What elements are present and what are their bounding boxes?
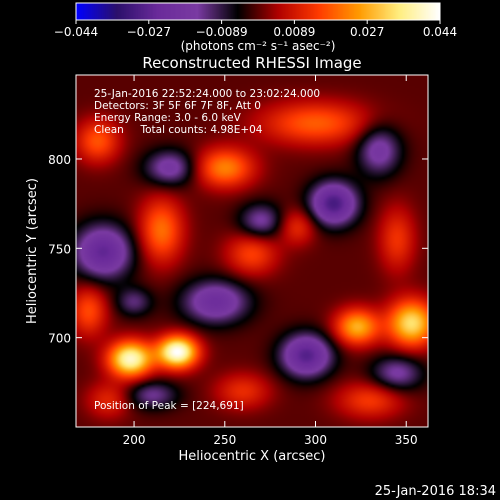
y-tick-label: 700 (48, 332, 71, 346)
heatmap-image (76, 75, 428, 427)
colorbar-tick-label: −0.027 (127, 25, 171, 39)
annotation-detectors: Detectors: 3F 5F 6F 7F 8F, Att 0 (94, 100, 261, 112)
footer-timestamp: 25-Jan-2016 18:34 (375, 484, 496, 499)
annotation-clean-counts: Clean Total counts: 4.98E+04 (94, 124, 263, 136)
x-tick-label: 350 (395, 433, 418, 447)
y-tick-label: 750 (48, 242, 71, 256)
x-tick-label: 250 (213, 433, 236, 447)
x-axis-label: Heliocentric X (arcsec) (179, 449, 326, 464)
chart-title: Reconstructed RHESSI Image (142, 54, 361, 72)
y-axis-label: Heliocentric Y (arcsec) (25, 178, 40, 324)
colorbar-tick-label: 0.044 (423, 25, 457, 39)
x-axis-ticks: 200 250 300 350 (123, 75, 418, 447)
annotation-energy-range: Energy Range: 3.0 - 6.0 keV (94, 112, 242, 124)
colorbar-tick-label: −0.0089 (196, 25, 248, 39)
annotation-time-range: 25-Jan-2016 22:52:24.000 to 23:02:24.000 (94, 88, 320, 100)
colorbar-tick-label: 0.027 (350, 25, 384, 39)
plot-area: 200 250 300 350 700 750 800 25-Jan-2016 22:52… (48, 74, 429, 447)
colorbar-tick-label: 0.0089 (273, 25, 315, 39)
colorbar-tick-label: −0.044 (54, 25, 98, 39)
y-axis-ticks: 700 750 800 (48, 153, 428, 346)
colorbar-gradient (76, 3, 440, 20)
peak-position-label: Position of Peak = [224,691] (94, 400, 244, 412)
colorbar-unit-label: (photons cm⁻² s⁻¹ asec⁻²) (181, 39, 336, 53)
y-tick-label: 800 (48, 153, 71, 167)
plot-frame (75, 74, 429, 428)
x-tick-label: 300 (304, 433, 327, 447)
colorbar-frame (75, 2, 441, 21)
colorbar: −0.044 −0.027 −0.0089 0.0089 0.027 0.044 (pho… (54, 2, 457, 53)
colorbar-ticks: −0.044 −0.027 −0.0089 0.0089 0.027 0.044 (54, 20, 457, 39)
x-tick-label: 200 (123, 433, 146, 447)
